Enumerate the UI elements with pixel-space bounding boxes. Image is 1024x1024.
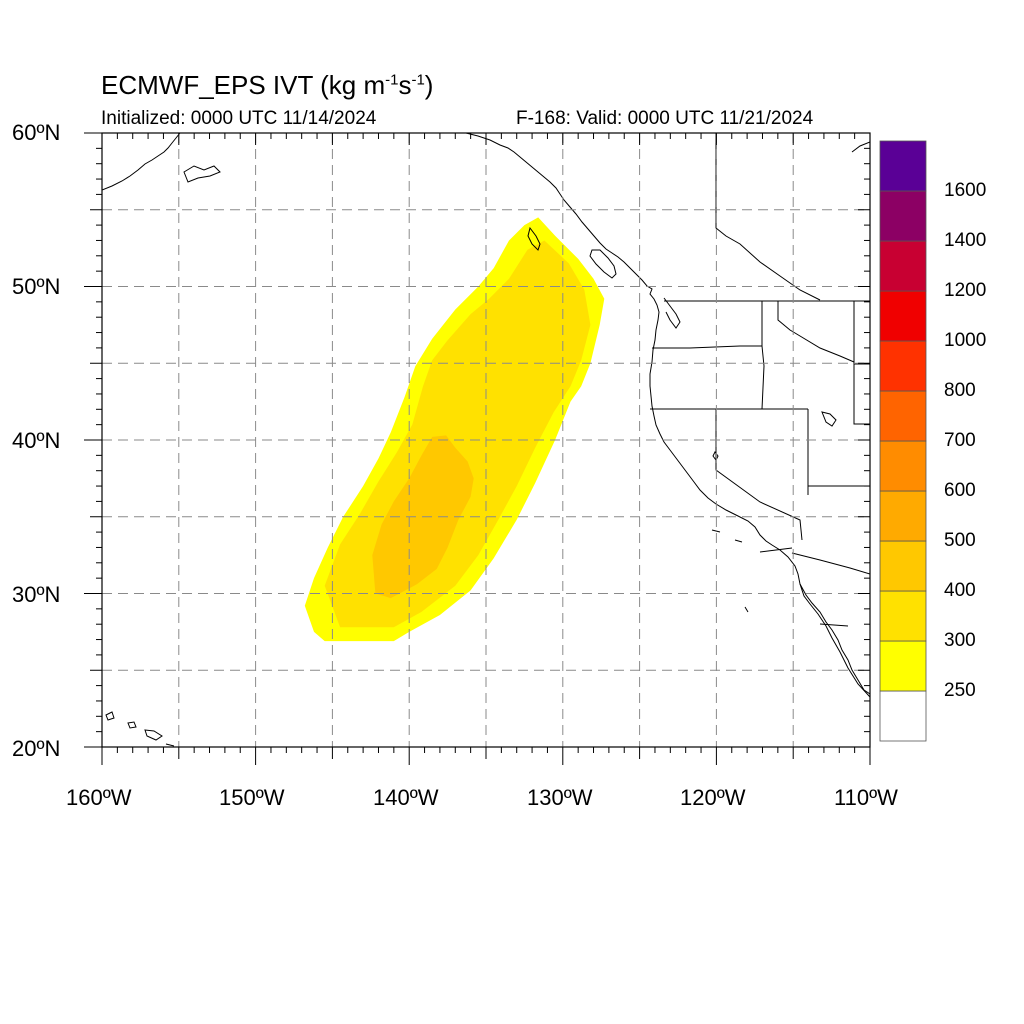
colorbar-box — [879, 290, 927, 342]
colorbar-box — [879, 540, 927, 592]
map-title: ECMWF_EPS IVT (kg m-1s-1) — [101, 70, 434, 100]
border-alaska-canada — [715, 133, 821, 301]
colorbar-label-700: 700 — [944, 430, 976, 451]
colorbar-box — [879, 590, 927, 642]
init-time-label: Initialized: 0000 UTC 11/14/2024 — [101, 108, 377, 129]
colorbar-label-250: 250 — [944, 680, 976, 701]
colorbar-label-1200: 1200 — [944, 280, 987, 301]
coastline-puget — [663, 297, 681, 329]
colorbar-box — [879, 640, 927, 692]
border-nv-ut — [807, 409, 870, 487]
lat-label-40: 40ºN — [12, 428, 61, 453]
colorbar-box — [879, 240, 927, 292]
border-ca-nv — [715, 409, 803, 541]
lon-label-110w: 110ºW — [834, 785, 898, 810]
border-az — [819, 623, 849, 627]
coastline-alaska — [102, 133, 181, 191]
colorbar-label-1400: 1400 — [944, 230, 987, 251]
border-wa-or — [652, 345, 762, 349]
valid-time-label: F-168: Valid: 0000 UTC 11/21/2024 — [516, 108, 814, 129]
colorbar-label-500: 500 — [944, 530, 976, 551]
coastline-north-america — [465, 133, 870, 698]
islands-channel — [711, 529, 749, 613]
colorbar-box — [879, 340, 927, 392]
lon-label-140w: 140ºW — [373, 785, 439, 810]
colorbar-box — [879, 490, 927, 542]
colorbar-label-600: 600 — [944, 480, 976, 501]
lon-label-150w: 150ºW — [219, 785, 285, 810]
lat-label-50: 50ºN — [12, 274, 61, 299]
colorbar-label-400: 400 — [944, 580, 976, 601]
coastline-hawaii — [105, 711, 175, 747]
map-frame — [101, 132, 871, 748]
border-gulf-inner — [759, 547, 793, 553]
coastline-vancouver-island — [589, 249, 617, 279]
border-mexico — [791, 552, 870, 575]
colorbar-box — [879, 190, 927, 242]
colorbar-label-1000: 1000 — [944, 330, 987, 351]
colorbar-box — [879, 690, 927, 742]
coastline-nw-corner — [851, 141, 870, 153]
colorbar-label-300: 300 — [944, 630, 976, 651]
colorbar-label-1600: 1600 — [944, 180, 987, 201]
border-wy-co — [853, 364, 870, 425]
lon-label-120w: 120ºW — [680, 785, 746, 810]
lat-label-20: 20ºN — [12, 736, 61, 761]
border-id-west — [761, 301, 765, 410]
border-bc-ab — [777, 301, 855, 363]
colorbar-box — [879, 390, 927, 442]
colorbar-box — [879, 140, 927, 192]
colorbar-box — [879, 440, 927, 492]
lon-label-160w: 160ºW — [66, 785, 132, 810]
lat-label-30: 30ºN — [12, 582, 61, 607]
colorbar-label-800: 800 — [944, 380, 976, 401]
coastline-baja-gulf — [799, 583, 870, 695]
coastline-aleutian — [183, 165, 221, 183]
coastline-haida-gwaii — [527, 226, 541, 251]
lat-label-60: 60ºN — [12, 120, 61, 145]
lake-salton — [821, 411, 837, 427]
lon-label-130w: 130ºW — [527, 785, 593, 810]
